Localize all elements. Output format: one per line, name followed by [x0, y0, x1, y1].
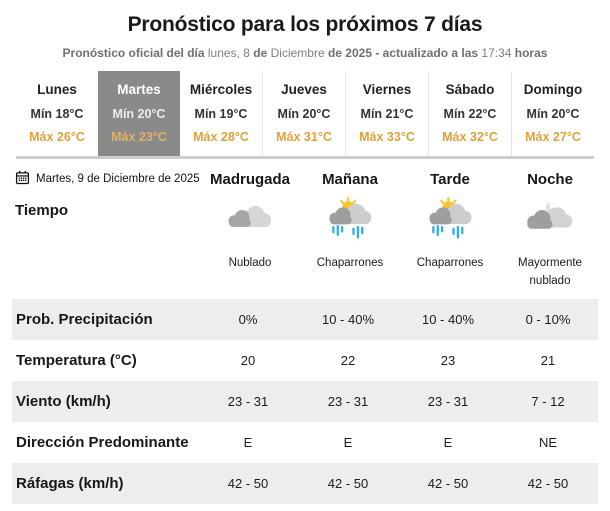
sun-showers-icon [400, 196, 500, 249]
week-day-max-temp: Máx 26°C [29, 130, 85, 144]
row-label: Ráfagas (km/h) [16, 474, 124, 492]
row-value: 10 - 40% [321, 311, 375, 327]
week-day-max-temp: Máx 31°C [276, 130, 332, 144]
sun-showers-icon [300, 196, 400, 249]
row-value: 20 [240, 352, 256, 368]
cloudy-icon [200, 196, 300, 249]
week-day-max-temp: Máx 23°C [111, 130, 167, 144]
condition-cell: Mayormente nublado [500, 196, 600, 291]
row-value: 23 - 31 [227, 393, 269, 409]
row-value: 21 [540, 352, 556, 368]
time-column-headers: Madrugada Mañana Tarde Noche [200, 171, 600, 188]
row-value: 10 - 40% [421, 311, 475, 327]
week-day-name: Lunes [37, 82, 77, 97]
time-column-header: Noche [527, 170, 573, 188]
table-row: Ráfagas (km/h) 42 - 50 42 - 50 42 - 50 42 -… [12, 462, 598, 504]
row-value: 42 - 50 [227, 475, 269, 491]
mostly-cloudy-night-icon [500, 196, 600, 249]
week-day-min-temp: Mín 20°C [277, 107, 331, 121]
tabs-separator [16, 156, 594, 159]
week-day-min-temp: Mín 21°C [360, 107, 414, 121]
row-value: 23 - 31 [427, 393, 469, 409]
week-day-tab[interactable]: Sábado Mín 22°C Máx 32°C [428, 71, 511, 156]
week-day-name: Domingo [523, 82, 583, 97]
condition-cell: Chaparrones [300, 196, 400, 291]
week-day-max-temp: Máx 28°C [193, 130, 249, 144]
row-value: 23 [440, 352, 456, 368]
week-tab-strip: Lunes Mín 18°C Máx 26°C Martes Mín 20°C … [16, 71, 594, 156]
row-value: E [443, 434, 453, 450]
time-column-header: Madrugada [209, 170, 290, 188]
week-day-min-temp: Mín 20°C [112, 107, 166, 121]
week-day-max-temp: Máx 27°C [525, 130, 581, 144]
condition-cell: Nublado [200, 196, 300, 291]
row-value: 22 [340, 352, 356, 368]
day-detail-header: Martes, 9 de Diciembre de 2025 Madrugada… [0, 159, 610, 192]
time-column-header: Mañana [322, 170, 378, 188]
week-day-tab[interactable]: Lunes Mín 18°C Máx 26°C [16, 71, 98, 156]
week-day-name: Martes [117, 82, 161, 97]
row-value: 42 - 50 [527, 475, 569, 491]
selected-date: Martes, 9 de Diciembre de 2025 [0, 170, 200, 188]
table-row: Prob. Precipitación 0% 10 - 40% 10 - 40% 0 … [12, 298, 598, 340]
condition-label: Chaparrones [316, 257, 384, 269]
row-value: 0% [238, 311, 258, 327]
subtitle: Pronóstico oficial del día lunes, 8 de D… [62, 46, 548, 60]
table-row: Viento (km/h) 23 - 31 23 - 31 23 - 31 7 - 1… [12, 380, 598, 422]
table-row: Dirección Predominante E E E NE [12, 422, 598, 463]
week-day-tab[interactable]: Domingo Mín 20°C Máx 27°C [511, 71, 594, 156]
row-value: E [343, 434, 353, 450]
page-title: Pronóstico para los próximos 7 días [127, 13, 483, 36]
condition-label: Mayormente nublado [518, 257, 582, 287]
tiempo-row-label: Tiempo [15, 202, 69, 219]
table-row: Temperatura (°C) 20 22 23 21 [12, 340, 598, 381]
week-day-min-temp: Mín 19°C [194, 107, 248, 121]
tiempo-row: Tiempo Nublado [0, 192, 610, 299]
week-day-name: Viernes [362, 82, 412, 97]
week-day-tab[interactable]: Martes Mín 20°C Máx 23°C [98, 71, 180, 156]
time-column-header: Tarde [430, 170, 470, 188]
row-value: 23 - 31 [327, 393, 369, 409]
week-day-name: Jueves [281, 82, 327, 97]
week-day-max-temp: Máx 33°C [359, 130, 415, 144]
row-value: 42 - 50 [427, 475, 469, 491]
week-day-name: Miércoles [189, 82, 253, 97]
row-value: 42 - 50 [327, 475, 369, 491]
condition-cell: Chaparrones [400, 196, 500, 291]
row-value: E [243, 434, 253, 450]
week-day-tab[interactable]: Miércoles Mín 19°C Máx 28°C [180, 71, 262, 156]
row-label: Prob. Precipitación [16, 310, 153, 328]
conditions: Nublado Chaparrones [200, 196, 600, 291]
calendar-icon [15, 170, 30, 188]
condition-label: Nublado [228, 257, 272, 269]
row-label: Viento (km/h) [16, 392, 111, 410]
row-label: Temperatura (°C) [16, 351, 137, 369]
week-day-min-temp: Mín 18°C [30, 107, 84, 121]
week-day-tab[interactable]: Viernes Mín 21°C Máx 33°C [345, 71, 428, 156]
week-day-name: Sábado [445, 82, 495, 97]
week-day-min-temp: Mín 22°C [443, 107, 497, 121]
week-day-max-temp: Máx 32°C [442, 130, 498, 144]
row-label: Dirección Predominante [16, 433, 189, 451]
row-value: NE [538, 434, 558, 450]
row-value: 7 - 12 [531, 393, 565, 409]
condition-label: Chaparrones [416, 257, 484, 269]
forecast-table: Prob. Precipitación 0% 10 - 40% 10 - 40% 0 … [0, 298, 610, 504]
selected-date-label: Martes, 9 de Diciembre de 2025 [36, 173, 200, 185]
week-day-tab[interactable]: Jueves Mín 20°C Máx 31°C [262, 71, 345, 156]
row-value: 0 - 10% [525, 311, 571, 327]
week-day-min-temp: Mín 20°C [526, 107, 580, 121]
